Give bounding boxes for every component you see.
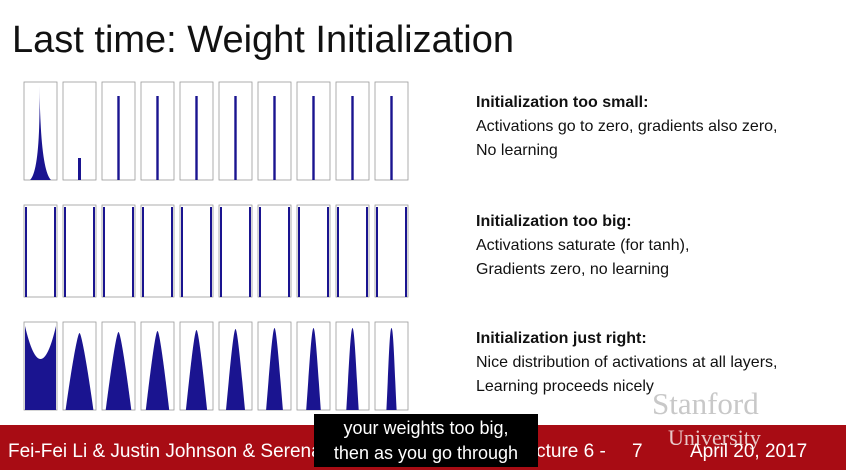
histogram-shape: [25, 207, 27, 297]
histogram-shape: [266, 328, 283, 410]
histogram-shape: [195, 96, 198, 180]
histogram-shape: [117, 96, 120, 180]
histogram-shape: [306, 328, 321, 410]
histogram-shape: [78, 158, 81, 180]
note-heading: Initialization too small:: [476, 94, 648, 111]
note-heading: Initialization just right:: [476, 330, 647, 347]
slide-title: Last time: Weight Initialization: [12, 19, 514, 61]
histogram-shape: [273, 96, 276, 180]
subtitle-box: [314, 414, 538, 467]
histogram-grid: [23, 81, 409, 411]
histogram-shape: [132, 207, 134, 297]
histogram-shape: [366, 207, 368, 297]
histogram-shape: [346, 328, 359, 410]
note-heading: Initialization too big:: [476, 213, 632, 230]
histogram-frame: [374, 204, 409, 298]
histogram-shape: [327, 207, 329, 297]
footer-page: 7: [632, 441, 643, 462]
histogram-shape: [298, 207, 300, 297]
histogram-shape: [142, 207, 144, 297]
note-line: Learning proceeds nicely: [476, 378, 654, 395]
histogram-shape: [351, 96, 354, 180]
note-line: Activations saturate (for tanh),: [476, 237, 689, 254]
histogram-shape: [145, 331, 170, 410]
subtitle-line: then as you go through: [334, 443, 518, 463]
histogram-shape: [337, 207, 339, 297]
histogram-shape: [54, 207, 56, 297]
histogram-shape: [386, 328, 397, 410]
histogram-shape: [93, 207, 95, 297]
histogram-shape: [210, 207, 212, 297]
histogram-shape: [25, 326, 56, 410]
histogram-frame: [62, 204, 97, 298]
histogram-frame: [218, 204, 253, 298]
histogram-shape: [156, 96, 159, 180]
histogram-frame: [23, 204, 58, 298]
histogram-shape: [65, 333, 94, 410]
histogram-shape: [30, 86, 51, 180]
histogram-frame: [257, 204, 292, 298]
histogram-shape: [249, 207, 251, 297]
histogram-shape: [312, 96, 315, 180]
note-line: Nice distribution of activations at all …: [476, 354, 777, 371]
note-line: Gradients zero, no learning: [476, 261, 669, 278]
histogram-shape: [405, 207, 407, 297]
histogram-shape: [288, 207, 290, 297]
note-line: Activations go to zero, gradients also z…: [476, 118, 778, 135]
histogram-shape: [226, 329, 245, 410]
histogram-shape: [376, 207, 378, 297]
watermark: University: [668, 425, 761, 450]
histogram-shape: [259, 207, 261, 297]
histogram-frame: [335, 204, 370, 298]
histogram-shape: [390, 96, 393, 180]
histogram-shape: [64, 207, 66, 297]
histogram-frame: [101, 204, 136, 298]
histogram-shape: [220, 207, 222, 297]
histogram-frame: [296, 204, 331, 298]
histogram-frame: [179, 204, 214, 298]
histogram-shape: [185, 330, 208, 410]
histogram-shape: [103, 207, 105, 297]
note-line: No learning: [476, 142, 558, 159]
histogram-frame: [140, 204, 175, 298]
footer-date: April 20, 2017: [690, 441, 807, 462]
watermark: Stanford: [652, 386, 759, 421]
footer-authors: Fei-Fei Li & Justin Johnson & Serena Yeu…: [8, 441, 380, 462]
histogram-shape: [234, 96, 237, 180]
histogram-shape: [105, 332, 132, 410]
histogram-shape: [181, 207, 183, 297]
notes: Initialization too small: Activations go …: [476, 94, 778, 395]
histogram-shape: [171, 207, 173, 297]
subtitle-line: your weights too big,: [343, 418, 508, 438]
